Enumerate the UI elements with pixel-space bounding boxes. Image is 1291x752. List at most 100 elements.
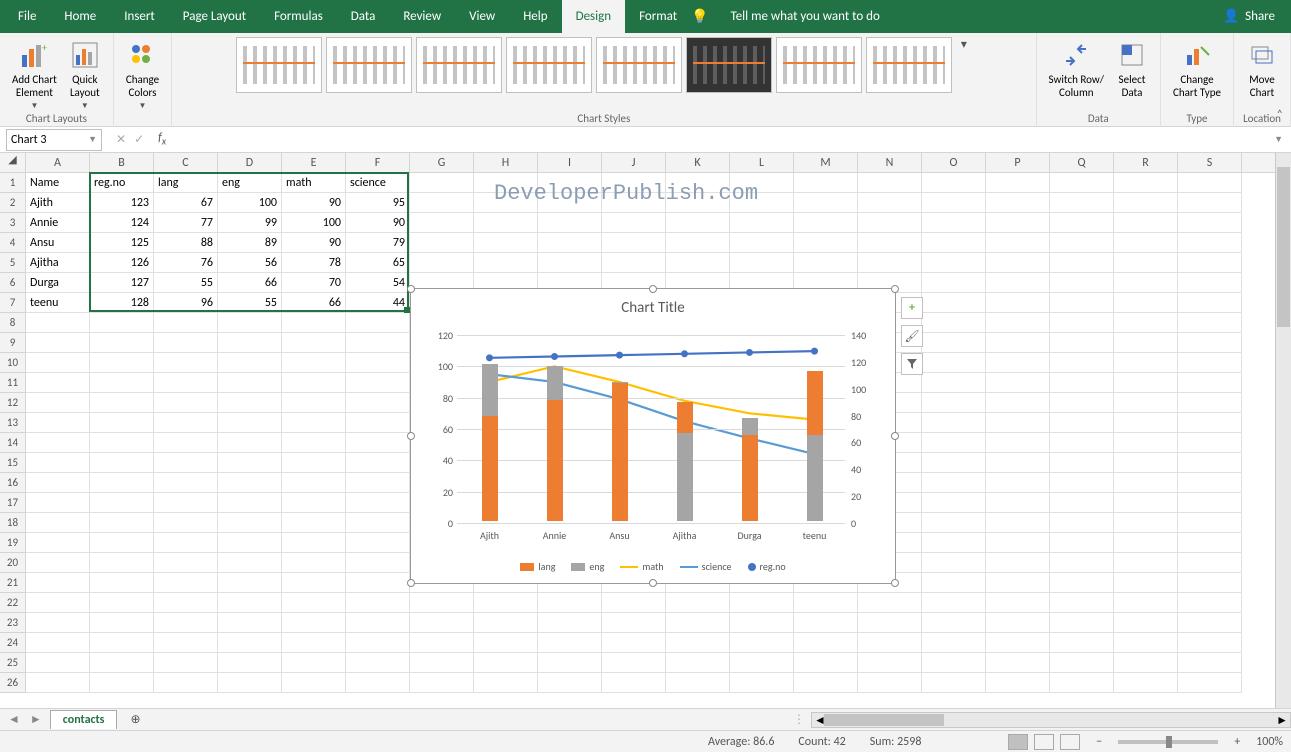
cell[interactable]: [922, 473, 986, 493]
chart-resize-handle[interactable]: [649, 579, 657, 587]
cell[interactable]: [346, 453, 410, 473]
cell[interactable]: [218, 573, 282, 593]
cell[interactable]: [90, 433, 154, 453]
cell[interactable]: [1114, 573, 1178, 593]
chart-style-thumb[interactable]: [596, 37, 682, 93]
column-header[interactable]: F: [346, 153, 410, 172]
cell[interactable]: [986, 473, 1050, 493]
cell[interactable]: [282, 313, 346, 333]
row-header[interactable]: 22: [0, 593, 26, 613]
cell[interactable]: [154, 673, 218, 693]
view-page-layout-button[interactable]: [1034, 734, 1054, 750]
cell[interactable]: [282, 493, 346, 513]
cell[interactable]: [410, 233, 474, 253]
cell[interactable]: [986, 253, 1050, 273]
name-box[interactable]: Chart 3 ▼: [6, 129, 102, 151]
cell[interactable]: [154, 373, 218, 393]
row-header[interactable]: 26: [0, 673, 26, 693]
chart-style-thumb[interactable]: [326, 37, 412, 93]
cell[interactable]: [346, 313, 410, 333]
column-header[interactable]: G: [410, 153, 474, 172]
cell[interactable]: [602, 193, 666, 213]
chart-marker[interactable]: [681, 350, 688, 357]
cell[interactable]: [218, 473, 282, 493]
cell[interactable]: [410, 673, 474, 693]
cell[interactable]: [666, 613, 730, 633]
row-header[interactable]: 3: [0, 213, 26, 233]
cell[interactable]: [858, 593, 922, 613]
cell[interactable]: [1178, 453, 1242, 473]
cell[interactable]: [730, 193, 794, 213]
cell[interactable]: [1050, 273, 1114, 293]
ribbon-tab-review[interactable]: Review: [389, 0, 455, 33]
cell[interactable]: 54: [346, 273, 410, 293]
cell[interactable]: [1050, 313, 1114, 333]
column-header[interactable]: B: [90, 153, 154, 172]
cell[interactable]: [986, 373, 1050, 393]
cell[interactable]: [410, 193, 474, 213]
cell[interactable]: [218, 633, 282, 653]
worksheet-grid[interactable]: ◢ ABCDEFGHIJKLMNOPQRS 123456789101112131…: [0, 153, 1291, 708]
cell[interactable]: [922, 213, 986, 233]
row-header[interactable]: 24: [0, 633, 26, 653]
cell[interactable]: [346, 433, 410, 453]
cell[interactable]: [986, 513, 1050, 533]
view-normal-button[interactable]: [1008, 734, 1028, 750]
cell[interactable]: [538, 673, 602, 693]
cell[interactable]: 55: [154, 273, 218, 293]
cell[interactable]: [218, 413, 282, 433]
cell[interactable]: [1114, 213, 1178, 233]
cell[interactable]: 44: [346, 293, 410, 313]
cell[interactable]: Ajitha: [26, 253, 90, 273]
cell[interactable]: [1050, 353, 1114, 373]
column-header[interactable]: D: [218, 153, 282, 172]
cell[interactable]: [154, 613, 218, 633]
cell[interactable]: [922, 513, 986, 533]
collapse-ribbon-icon[interactable]: ˄: [1277, 108, 1283, 122]
cell[interactable]: [1178, 473, 1242, 493]
cell[interactable]: 100: [282, 213, 346, 233]
chart-styles-more-button[interactable]: ▾: [956, 37, 972, 52]
cell[interactable]: [858, 653, 922, 673]
cell[interactable]: [90, 313, 154, 333]
row-header[interactable]: 10: [0, 353, 26, 373]
cell[interactable]: [218, 593, 282, 613]
cell[interactable]: [1178, 573, 1242, 593]
column-header[interactable]: M: [794, 153, 858, 172]
switch-row-column-button[interactable]: Switch Row/ Column: [1045, 37, 1108, 101]
cell[interactable]: [282, 513, 346, 533]
cell[interactable]: [922, 493, 986, 513]
cell[interactable]: [90, 413, 154, 433]
cell[interactable]: [986, 673, 1050, 693]
cell[interactable]: 126: [90, 253, 154, 273]
cell[interactable]: [922, 393, 986, 413]
cell[interactable]: [1050, 673, 1114, 693]
cell[interactable]: [602, 233, 666, 253]
cell[interactable]: 127: [90, 273, 154, 293]
cell[interactable]: [1050, 373, 1114, 393]
cell[interactable]: [26, 453, 90, 473]
chart-style-thumb[interactable]: [866, 37, 952, 93]
row-header[interactable]: 23: [0, 613, 26, 633]
cell[interactable]: 56: [218, 253, 282, 273]
cell[interactable]: 99: [218, 213, 282, 233]
chart-resize-handle[interactable]: [407, 432, 415, 440]
cell[interactable]: [1050, 533, 1114, 553]
cell[interactable]: [986, 433, 1050, 453]
cell[interactable]: [26, 473, 90, 493]
cell[interactable]: [282, 613, 346, 633]
chart-bar[interactable]: [547, 400, 563, 521]
cell[interactable]: [1050, 333, 1114, 353]
column-header[interactable]: P: [986, 153, 1050, 172]
chart-legend[interactable]: langengmathsciencereg.no: [417, 560, 889, 573]
cell[interactable]: [410, 173, 474, 193]
row-header[interactable]: 19: [0, 533, 26, 553]
cell[interactable]: [602, 613, 666, 633]
cell[interactable]: [602, 173, 666, 193]
row-header[interactable]: 21: [0, 573, 26, 593]
cell[interactable]: [794, 193, 858, 213]
cell[interactable]: [986, 633, 1050, 653]
row-header[interactable]: 15: [0, 453, 26, 473]
cell[interactable]: [90, 553, 154, 573]
cell[interactable]: [1114, 413, 1178, 433]
